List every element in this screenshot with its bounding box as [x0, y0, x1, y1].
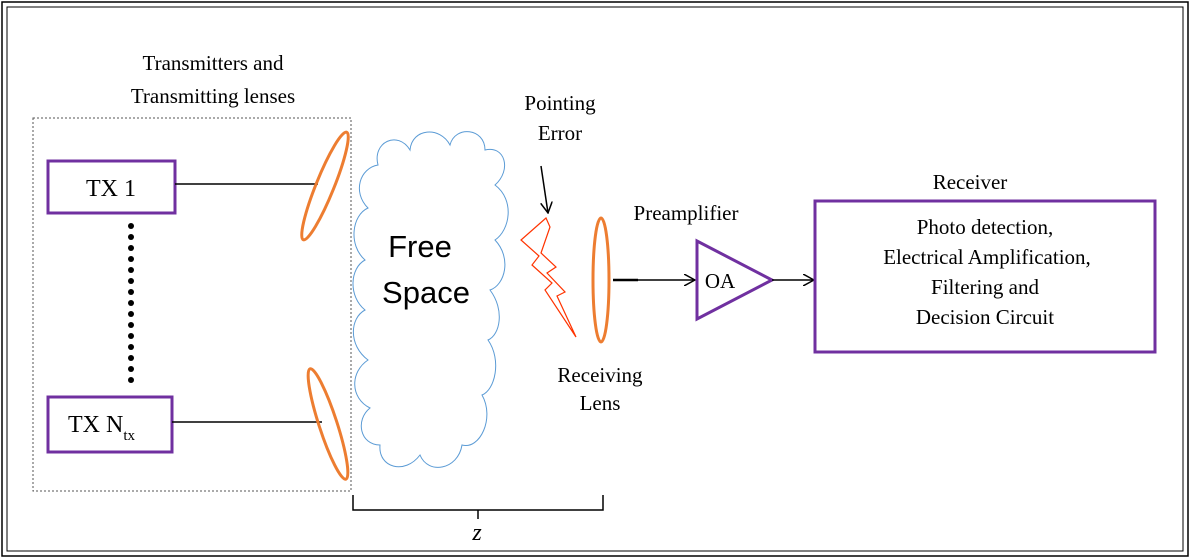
pointing-error-lightning-icon: [520, 217, 577, 338]
receiver-title: Receiver: [933, 170, 1008, 194]
ellipsis-dot: [128, 366, 134, 372]
preamplifier-title: Preamplifier: [634, 201, 739, 225]
transmitters-title-line2: Transmitting lenses: [131, 84, 295, 108]
preamplifier-triangle: [695, 238, 776, 322]
transmitter-ellipsis-dots: [128, 223, 134, 383]
ellipsis-dot: [128, 300, 134, 306]
pointing-error-line2: Error: [538, 121, 582, 145]
ellipsis-dot: [128, 322, 134, 328]
transmitting-lens-1: [300, 130, 350, 242]
tx1-label: TX 1: [86, 176, 136, 202]
ellipsis-dot: [128, 333, 134, 339]
ellipsis-dot: [128, 355, 134, 361]
ellipsis-dot: [128, 256, 134, 262]
receiver-line-2: Electrical Amplification,: [883, 245, 1091, 269]
txn-label-subscript: tx: [123, 428, 135, 444]
inner-frame: [6, 6, 1184, 552]
free-space-line2: Space: [382, 275, 470, 310]
ellipsis-dot: [128, 245, 134, 251]
free-space-line1: Free: [388, 229, 452, 264]
distance-brace: [352, 495, 604, 519]
pointing-error-arrow: [540, 165, 548, 213]
distance-label: z: [471, 520, 482, 546]
tx1-box: [46, 159, 177, 215]
free-space-cloud: [352, 131, 509, 468]
transmitting-lens-2: [306, 367, 350, 481]
ellipsis-dot: [128, 377, 134, 383]
txn-box: [46, 395, 174, 454]
preamplifier-label: OA: [705, 269, 736, 293]
receiver-box: [813, 199, 1157, 354]
ellipsis-dot: [128, 278, 134, 284]
ellipsis-dot: [128, 289, 134, 295]
receiving-lens-line2: Lens: [580, 391, 621, 415]
ellipsis-dot: [128, 223, 134, 229]
receiver-line-4: Decision Circuit: [916, 305, 1054, 329]
ellipsis-dot: [128, 234, 134, 240]
transmitters-title-line1: Transmitters and: [143, 51, 284, 75]
transmitters-group-box: [32, 117, 352, 492]
ellipsis-dot: [128, 311, 134, 317]
ellipsis-dot: [128, 344, 134, 350]
ellipsis-dot: [128, 267, 134, 273]
receiving-lens: [591, 216, 611, 344]
receiver-line-3: Filtering and: [931, 275, 1039, 299]
receiving-lens-line1: Receiving: [557, 363, 643, 387]
pointing-error-line1: Pointing: [524, 91, 596, 115]
txn-label-main: TX N: [68, 412, 123, 438]
txn-label: TX Ntx: [68, 412, 135, 444]
receiver-line-1: Photo detection,: [917, 215, 1053, 239]
